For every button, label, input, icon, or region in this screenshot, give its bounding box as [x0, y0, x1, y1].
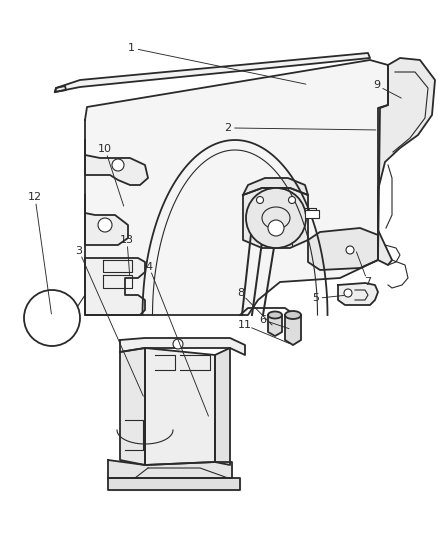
Ellipse shape	[268, 311, 282, 319]
Polygon shape	[308, 228, 378, 270]
Polygon shape	[55, 53, 370, 92]
Polygon shape	[85, 140, 148, 185]
Polygon shape	[108, 478, 240, 490]
Polygon shape	[378, 58, 435, 265]
Circle shape	[268, 220, 284, 236]
Circle shape	[289, 197, 296, 204]
Circle shape	[346, 246, 354, 254]
Polygon shape	[145, 348, 215, 465]
Circle shape	[112, 159, 124, 171]
Text: 9: 9	[373, 80, 380, 90]
Text: 4: 4	[145, 262, 152, 271]
Ellipse shape	[285, 311, 301, 319]
Polygon shape	[120, 338, 245, 355]
Circle shape	[173, 339, 183, 349]
Polygon shape	[108, 460, 232, 478]
Bar	[305, 210, 319, 218]
Text: 2: 2	[224, 123, 231, 133]
Text: 13: 13	[120, 235, 134, 245]
Text: 3: 3	[75, 246, 82, 255]
Text: 5: 5	[312, 294, 319, 303]
Text: 10: 10	[98, 144, 112, 154]
Ellipse shape	[262, 207, 290, 229]
Polygon shape	[85, 60, 388, 315]
Text: 12: 12	[28, 192, 42, 202]
Polygon shape	[85, 258, 145, 315]
Polygon shape	[215, 348, 230, 465]
Circle shape	[98, 218, 112, 232]
Polygon shape	[243, 178, 308, 195]
Polygon shape	[32, 306, 55, 326]
Polygon shape	[268, 315, 282, 336]
Text: 11: 11	[238, 320, 252, 330]
Polygon shape	[338, 283, 378, 305]
Text: 7: 7	[364, 278, 371, 287]
Circle shape	[344, 289, 352, 297]
Text: 6: 6	[259, 315, 266, 325]
Text: 1: 1	[128, 43, 135, 53]
Polygon shape	[55, 86, 66, 92]
Circle shape	[257, 197, 264, 204]
Text: 8: 8	[237, 288, 244, 298]
Polygon shape	[243, 188, 308, 248]
Polygon shape	[285, 315, 301, 345]
Circle shape	[24, 290, 80, 346]
Polygon shape	[85, 195, 128, 245]
Circle shape	[246, 188, 306, 248]
Polygon shape	[120, 348, 145, 465]
